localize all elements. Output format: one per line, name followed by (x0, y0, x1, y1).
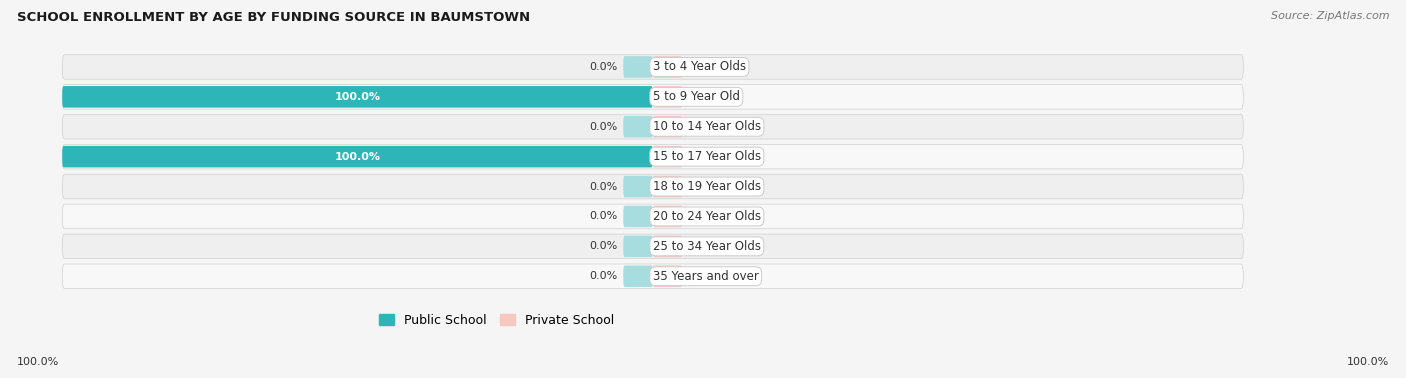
Text: 20 to 24 Year Olds: 20 to 24 Year Olds (652, 210, 761, 223)
Text: 25 to 34 Year Olds: 25 to 34 Year Olds (652, 240, 761, 253)
Text: 0.0%: 0.0% (688, 241, 717, 251)
FancyBboxPatch shape (623, 235, 652, 257)
Text: 100.0%: 100.0% (335, 152, 381, 162)
Text: 0.0%: 0.0% (688, 122, 717, 132)
FancyBboxPatch shape (623, 206, 652, 227)
Text: 18 to 19 Year Olds: 18 to 19 Year Olds (652, 180, 761, 193)
Text: 0.0%: 0.0% (589, 241, 617, 251)
Text: 0.0%: 0.0% (688, 92, 717, 102)
FancyBboxPatch shape (652, 206, 682, 227)
Text: 5 to 9 Year Old: 5 to 9 Year Old (652, 90, 740, 103)
Text: 10 to 14 Year Olds: 10 to 14 Year Olds (652, 120, 761, 133)
Text: 0.0%: 0.0% (688, 271, 717, 281)
FancyBboxPatch shape (62, 115, 1243, 139)
Text: Source: ZipAtlas.com: Source: ZipAtlas.com (1271, 11, 1389, 21)
FancyBboxPatch shape (62, 204, 1243, 229)
FancyBboxPatch shape (652, 176, 682, 197)
Text: 0.0%: 0.0% (589, 122, 617, 132)
FancyBboxPatch shape (62, 85, 1243, 109)
FancyBboxPatch shape (623, 56, 652, 78)
FancyBboxPatch shape (652, 265, 682, 287)
Legend: Public School, Private School: Public School, Private School (374, 309, 619, 332)
FancyBboxPatch shape (652, 86, 682, 108)
Text: 0.0%: 0.0% (688, 152, 717, 162)
FancyBboxPatch shape (62, 174, 1243, 199)
FancyBboxPatch shape (652, 56, 682, 78)
FancyBboxPatch shape (62, 55, 1243, 79)
FancyBboxPatch shape (652, 235, 682, 257)
FancyBboxPatch shape (62, 146, 652, 167)
Text: 0.0%: 0.0% (589, 271, 617, 281)
Text: 0.0%: 0.0% (589, 181, 617, 192)
Text: SCHOOL ENROLLMENT BY AGE BY FUNDING SOURCE IN BAUMSTOWN: SCHOOL ENROLLMENT BY AGE BY FUNDING SOUR… (17, 11, 530, 24)
Text: 35 Years and over: 35 Years and over (652, 270, 759, 283)
Text: 15 to 17 Year Olds: 15 to 17 Year Olds (652, 150, 761, 163)
Text: 3 to 4 Year Olds: 3 to 4 Year Olds (652, 60, 747, 73)
Text: 0.0%: 0.0% (589, 62, 617, 72)
FancyBboxPatch shape (623, 176, 652, 197)
FancyBboxPatch shape (62, 264, 1243, 288)
FancyBboxPatch shape (623, 265, 652, 287)
Text: 100.0%: 100.0% (1347, 357, 1389, 367)
Text: 100.0%: 100.0% (17, 357, 59, 367)
Text: 0.0%: 0.0% (688, 62, 717, 72)
FancyBboxPatch shape (62, 86, 652, 108)
FancyBboxPatch shape (652, 146, 682, 167)
FancyBboxPatch shape (652, 116, 682, 138)
Text: 0.0%: 0.0% (589, 211, 617, 222)
Text: 0.0%: 0.0% (688, 211, 717, 222)
FancyBboxPatch shape (62, 234, 1243, 259)
Text: 100.0%: 100.0% (335, 92, 381, 102)
FancyBboxPatch shape (62, 144, 1243, 169)
FancyBboxPatch shape (623, 116, 652, 138)
Text: 0.0%: 0.0% (688, 181, 717, 192)
